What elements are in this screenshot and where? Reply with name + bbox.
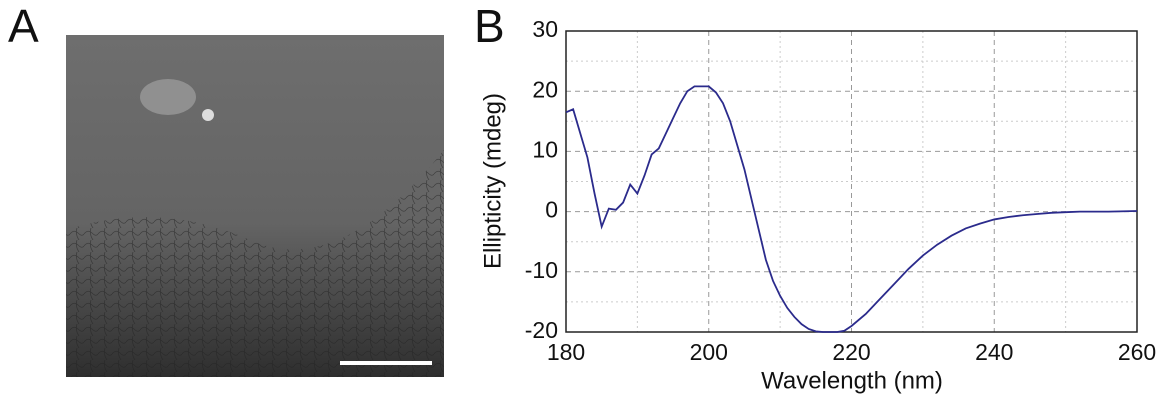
x-axis-label: Wavelength (nm) bbox=[761, 367, 943, 394]
y-tick-label: 30 bbox=[532, 16, 558, 42]
x-tick-label: 260 bbox=[1118, 339, 1156, 365]
y-tick-label: -10 bbox=[525, 257, 558, 283]
panel-label: A bbox=[8, 0, 39, 52]
y-tick-label: 10 bbox=[532, 136, 558, 162]
y-axis-label: Ellipticity (mdeg) bbox=[479, 93, 506, 269]
plot-frame bbox=[565, 30, 1138, 333]
y-tick-label: 0 bbox=[545, 197, 558, 223]
x-tick-label: 180 bbox=[547, 339, 585, 365]
data-line bbox=[565, 85, 1138, 333]
x-tick-label: 220 bbox=[832, 339, 870, 365]
y-tick-label: -20 bbox=[525, 317, 558, 343]
panel-label: B bbox=[474, 0, 505, 52]
micrograph bbox=[66, 35, 444, 377]
x-tick-label: 200 bbox=[690, 339, 728, 365]
x-tick-label: 240 bbox=[975, 339, 1013, 365]
y-tick-label: 20 bbox=[532, 76, 558, 102]
